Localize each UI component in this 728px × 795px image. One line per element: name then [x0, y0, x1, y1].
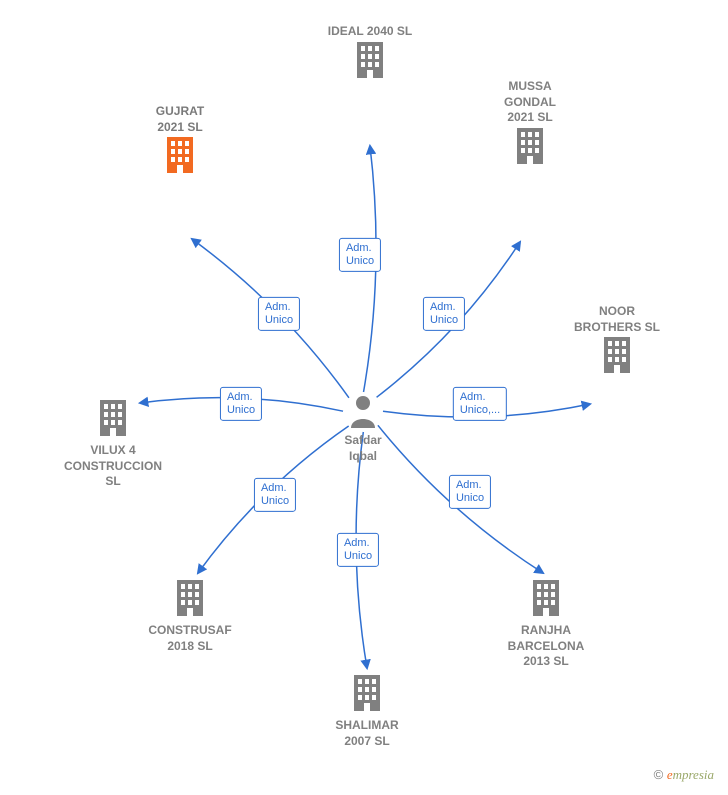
person-icon [348, 415, 378, 432]
node-noor[interactable]: NOORBROTHERS SL [547, 304, 687, 380]
brand-rest: mpresia [673, 767, 714, 782]
edge-label-shalimar: Adm.Unico [337, 533, 379, 567]
node-label-construsaf: CONSTRUSAF2018 SL [120, 623, 260, 654]
copyright-symbol: © [654, 767, 664, 782]
node-label-mussa: MUSSAGONDAL2021 SL [460, 79, 600, 126]
edge-label-ranjha: Adm.Unico [449, 475, 491, 509]
edge-label-gujrat: Adm.Unico [258, 297, 300, 331]
edge-label-construsaf: Adm.Unico [254, 478, 296, 512]
node-label-ideal: IDEAL 2040 SL [300, 24, 440, 40]
building-icon [96, 425, 130, 442]
building-icon [173, 605, 207, 622]
building-icon [529, 605, 563, 622]
node-label-noor: NOORBROTHERS SL [547, 304, 687, 335]
edge-label-noor: Adm.Unico,... [453, 387, 507, 421]
edge-label-mussa: Adm.Unico [423, 297, 465, 331]
node-label-vilux: VILUX 4CONSTRUCCIONSL [43, 443, 183, 490]
node-gujrat[interactable]: GUJRAT2021 SL [110, 104, 250, 180]
node-mussa[interactable]: MUSSAGONDAL2021 SL [460, 79, 600, 171]
node-construsaf[interactable]: CONSTRUSAF2018 SL [120, 578, 260, 654]
node-shalimar[interactable]: SHALIMAR2007 SL [297, 673, 437, 749]
node-vilux[interactable]: VILUX 4CONSTRUCCIONSL [43, 398, 183, 490]
node-label-shalimar: SHALIMAR2007 SL [297, 718, 437, 749]
edge-label-ideal: Adm.Unico [339, 238, 381, 272]
node-ranjha[interactable]: RANJHABARCELONA2013 SL [476, 578, 616, 670]
building-icon [600, 362, 634, 379]
building-icon [163, 162, 197, 179]
footer-credit: © empresia [654, 767, 714, 783]
node-label-gujrat: GUJRAT2021 SL [110, 104, 250, 135]
building-icon [513, 153, 547, 170]
building-icon [350, 700, 384, 717]
center-person-node[interactable]: Safdar Iqbal [293, 394, 433, 464]
node-ideal[interactable]: IDEAL 2040 SL [300, 24, 440, 85]
building-icon [353, 67, 387, 84]
node-label-ranjha: RANJHABARCELONA2013 SL [476, 623, 616, 670]
edge-label-vilux: Adm.Unico [220, 387, 262, 421]
center-label: Safdar Iqbal [293, 433, 433, 464]
